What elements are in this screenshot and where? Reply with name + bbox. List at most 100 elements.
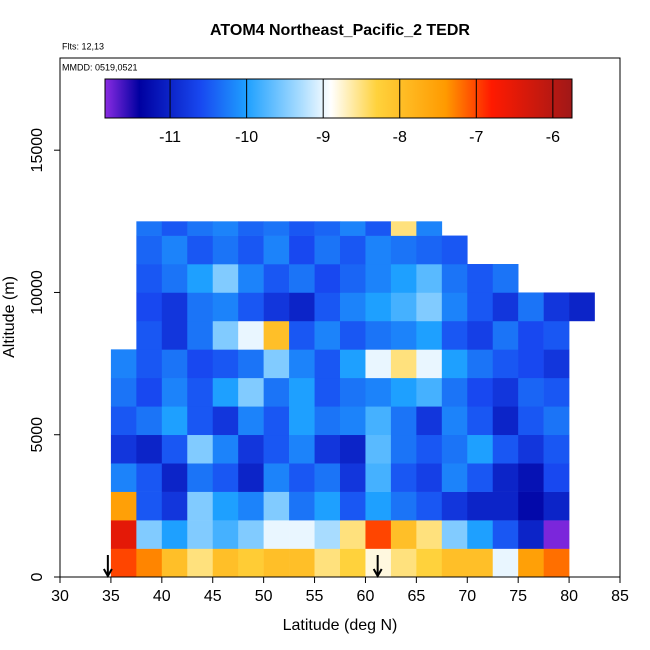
heat-cell	[340, 221, 366, 236]
heat-cell	[467, 548, 494, 578]
heat-cell	[263, 377, 290, 407]
heat-cell	[441, 463, 468, 492]
heat-cell	[569, 292, 595, 322]
heat-cell	[161, 434, 188, 464]
heat-cell	[492, 377, 519, 407]
heat-cell	[187, 320, 214, 350]
heat-cell	[416, 491, 443, 521]
heat-cell	[365, 377, 392, 407]
heat-cell	[416, 548, 443, 578]
heat-cell	[518, 548, 544, 578]
heat-cell	[212, 377, 239, 407]
heat-cell	[289, 235, 315, 265]
x-tick-label: 80	[560, 588, 578, 605]
heat-cell	[416, 292, 443, 322]
heat-cell	[416, 463, 443, 492]
heat-cell	[365, 221, 392, 236]
heat-cell	[340, 235, 366, 265]
heat-cell	[289, 406, 315, 436]
heat-cell	[161, 221, 188, 236]
heat-cell	[390, 264, 417, 293]
heat-cell	[314, 264, 341, 293]
heat-cell	[340, 292, 366, 322]
heat-cell	[136, 264, 163, 293]
heat-cell	[187, 377, 214, 407]
heat-cell	[161, 463, 188, 492]
heat-cell	[492, 320, 519, 350]
y-tick-label: 10000	[29, 270, 46, 315]
heat-cell	[340, 520, 366, 549]
heat-cell	[365, 349, 392, 379]
heat-cell	[390, 406, 417, 436]
heat-cell	[543, 491, 570, 521]
x-tick-label: 45	[204, 588, 222, 605]
heat-cell	[416, 349, 443, 379]
heat-cell	[365, 491, 392, 521]
arrow-head	[102, 568, 113, 579]
arrow-head	[372, 568, 383, 579]
heat-cell	[136, 520, 163, 549]
heat-cell	[161, 349, 188, 379]
heat-cell	[416, 406, 443, 436]
colorbar-tick-label: -9	[316, 129, 330, 146]
heat-cell	[238, 377, 264, 407]
heat-cell	[365, 320, 392, 350]
heat-cell	[212, 221, 239, 236]
heat-cell	[289, 520, 315, 549]
heat-cell	[467, 434, 494, 464]
heat-cell	[543, 377, 570, 407]
heat-cell	[416, 434, 443, 464]
heat-cell	[187, 406, 214, 436]
heat-cell	[212, 406, 239, 436]
heat-cell	[263, 406, 290, 436]
heat-cell	[441, 434, 468, 464]
y-axis-label: Altitude (m)	[1, 276, 18, 358]
heat-cell	[365, 292, 392, 322]
heat-cell	[238, 292, 264, 322]
heat-cell	[110, 548, 137, 578]
heat-cell	[441, 520, 468, 549]
heat-cell	[238, 434, 264, 464]
heat-cell	[467, 349, 494, 379]
heat-cell	[263, 463, 290, 492]
heat-cell	[441, 320, 468, 350]
colorbar-tick-label: -10	[235, 129, 258, 146]
heat-cell	[340, 406, 366, 436]
colorbar-tick-label: -8	[393, 129, 407, 146]
heat-cell	[416, 377, 443, 407]
heat-cell	[492, 434, 519, 464]
heat-cell	[110, 406, 137, 436]
heat-cell	[263, 320, 290, 350]
heat-cell	[212, 520, 239, 549]
heat-cell	[314, 520, 341, 549]
chart-title: ATOM4 Northeast_Pacific_2 TEDR	[210, 22, 470, 39]
heat-cell	[314, 491, 341, 521]
heat-cell	[187, 349, 214, 379]
heat-cell	[467, 320, 494, 350]
heat-cell	[365, 235, 392, 265]
heat-cell	[136, 235, 163, 265]
heat-cell	[161, 406, 188, 436]
heat-cell	[543, 434, 570, 464]
heat-cell	[187, 264, 214, 293]
heat-cell	[110, 491, 137, 521]
heat-cell	[543, 292, 570, 322]
heat-cell	[518, 349, 544, 379]
heat-cell	[238, 406, 264, 436]
heat-cell	[467, 377, 494, 407]
heat-cell	[136, 292, 163, 322]
heat-cell	[263, 434, 290, 464]
heat-cell	[187, 491, 214, 521]
heat-cell	[390, 221, 417, 236]
heat-cell	[110, 520, 137, 549]
heat-cell	[441, 406, 468, 436]
heat-cell	[136, 406, 163, 436]
heat-cell	[263, 235, 290, 265]
colorbar-tick-label: -7	[469, 129, 483, 146]
heat-cell	[136, 221, 163, 236]
heat-cell	[365, 463, 392, 492]
heat-cell	[492, 292, 519, 322]
heat-cell	[467, 264, 494, 293]
heat-cell	[543, 320, 570, 350]
x-tick-label: 50	[255, 588, 273, 605]
